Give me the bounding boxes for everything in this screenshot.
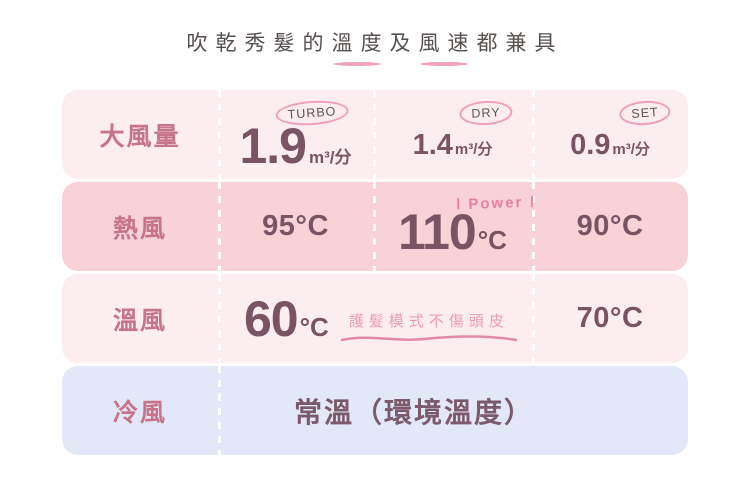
unit-label: m³/分 xyxy=(612,141,650,158)
cell-warm-set: 70°C xyxy=(532,274,688,363)
row-air-volume: 大風量 TURBO 1.9 m³/分 DRY 1.4 m³/分 SET 0.9 m³/… xyxy=(62,90,688,179)
cell-airvolume-turbo: TURBO 1.9 m³/分 xyxy=(218,90,373,179)
row-warm-wind: 溫風 60 °C 護髮模式不傷頭皮 70°C xyxy=(62,274,688,363)
column-divider xyxy=(532,182,535,271)
value-warm-set: 70°C xyxy=(576,302,644,334)
cell-warm-main: 60 °C 護髮模式不傷頭皮 xyxy=(218,274,532,363)
page-title: 吹乾秀髮的 溫度及風速 都兼具 xyxy=(0,27,750,66)
column-divider xyxy=(373,182,376,271)
row-label-air-volume: 大風量 xyxy=(99,122,181,151)
dry-badge: DRY xyxy=(458,99,513,127)
row-label-warm-wind: 溫風 xyxy=(112,306,167,335)
degree-label: °C xyxy=(477,224,507,255)
title-segment: 吹乾秀髮的 xyxy=(186,32,332,55)
degree-label: °C xyxy=(299,311,329,342)
value-airvolume-set: 0.9 m³/分 xyxy=(570,129,650,161)
value-hot-set: 90°C xyxy=(576,210,644,242)
title-segment: 都兼具 xyxy=(476,32,564,55)
value-cool: 常溫（環境溫度） xyxy=(293,396,534,428)
spec-table: 大風量 TURBO 1.9 m³/分 DRY 1.4 m³/分 SET 0.9 m³/… xyxy=(62,90,688,455)
cell-cool-merged: 常溫（環境溫度） xyxy=(218,366,688,455)
title-segment-underlined-windspeed: 風速 xyxy=(419,27,477,66)
column-divider xyxy=(532,90,535,179)
unit-label: m³/分 xyxy=(454,141,493,158)
cell-hot-set: 90°C xyxy=(532,182,688,271)
haircare-note: 護髮模式不傷頭皮 xyxy=(339,310,519,344)
column-divider xyxy=(373,90,376,179)
value-airvolume-dry: 1.4 m³/分 xyxy=(412,129,493,161)
column-divider xyxy=(218,366,221,455)
unit-label: m³/分 xyxy=(309,147,352,167)
set-badge: SET xyxy=(618,99,672,127)
title-segment: 及 xyxy=(389,32,419,55)
column-divider xyxy=(218,182,221,271)
wavy-underline xyxy=(340,334,518,341)
row-hot-wind: 熱風 95°C \ Power / 110 °C 90°C xyxy=(62,182,688,271)
cell-airvolume-set: SET 0.9 m³/分 xyxy=(532,90,688,179)
value-airvolume-turbo: 1.9 m³/分 xyxy=(239,117,352,174)
power-doodle: \ Power / xyxy=(454,193,537,214)
column-divider xyxy=(218,90,221,179)
row-label-cool-wind: 冷風 xyxy=(112,398,167,427)
column-divider xyxy=(218,274,221,363)
cell-hot-dry: \ Power / 110 °C xyxy=(373,182,537,271)
title-segment-underlined-temperature: 溫度 xyxy=(332,27,390,66)
value-hot-turbo: 95°C xyxy=(262,210,329,242)
row-cool-wind: 冷風 常溫（環境溫度） xyxy=(62,366,688,455)
cell-hot-turbo: 95°C xyxy=(218,182,373,271)
row-label-hot-wind: 熱風 xyxy=(112,214,167,243)
value-hot-dry: 110 °C xyxy=(398,203,507,260)
column-divider xyxy=(532,274,535,363)
value-warm-turbo: 60 °C xyxy=(244,290,329,347)
cell-airvolume-dry: DRY 1.4 m³/分 xyxy=(373,90,532,179)
